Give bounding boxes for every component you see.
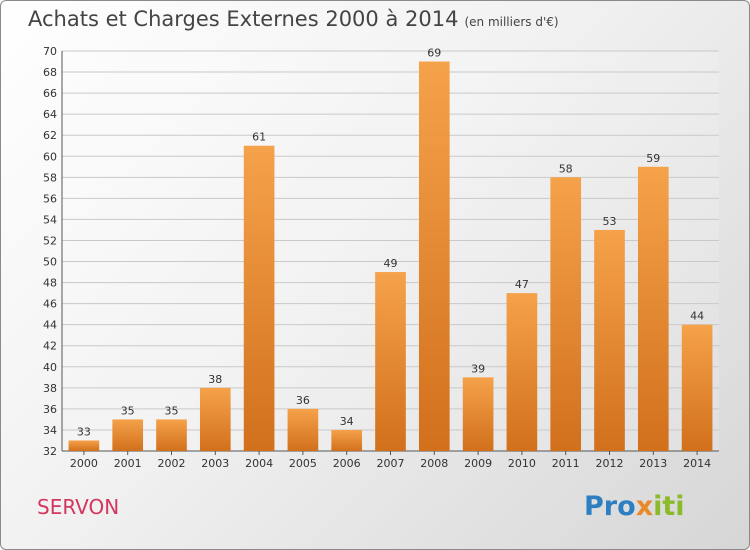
x-tick-label: 2006: [333, 457, 361, 470]
bar-value-label: 53: [603, 215, 617, 228]
bar: [112, 419, 144, 451]
bar-value-label: 47: [515, 278, 529, 291]
bar: [506, 293, 538, 451]
y-tick-label: 70: [43, 45, 57, 58]
bar-value-label: 34: [340, 415, 354, 428]
bar: [550, 177, 582, 451]
y-tick-label: 68: [43, 66, 57, 79]
x-tick-label: 2000: [70, 457, 98, 470]
bar: [594, 229, 625, 451]
x-tick-label: 2008: [420, 457, 448, 470]
y-tick-label: 64: [43, 108, 57, 121]
bar: [331, 429, 363, 451]
bar-value-label: 35: [121, 404, 135, 417]
y-tick-label: 42: [43, 340, 57, 353]
bar: [418, 61, 450, 452]
x-tick-label: 2011: [552, 457, 580, 470]
logo-letter: i: [653, 491, 663, 522]
bar-value-label: 69: [427, 47, 441, 60]
proxiti-logo: Proxiti: [584, 491, 685, 522]
bar-value-label: 33: [77, 425, 91, 438]
y-tick-label: 38: [43, 382, 57, 395]
bar-value-label: 61: [252, 131, 266, 144]
chart-title: Achats et Charges Externes 2000 à 2014 (e…: [28, 7, 559, 31]
y-tick-label: 34: [43, 424, 57, 437]
bar: [681, 324, 713, 451]
x-tick-label: 2002: [158, 457, 186, 470]
y-tick-label: 36: [43, 403, 57, 416]
bar: [199, 387, 231, 451]
bar: [156, 419, 187, 451]
logo-letter: i: [675, 491, 685, 522]
y-tick-label: 52: [43, 234, 57, 247]
y-tick-label: 50: [43, 256, 57, 269]
x-tick-label: 2014: [683, 457, 711, 470]
logo-letter: t: [662, 491, 676, 522]
y-tick-label: 40: [43, 361, 57, 374]
logo-letter: o: [617, 491, 636, 522]
bar-value-label: 38: [208, 373, 222, 386]
bar-value-label: 49: [384, 257, 398, 270]
city-name: SERVON: [37, 495, 120, 519]
y-tick-label: 54: [43, 213, 57, 226]
bar: [243, 145, 275, 451]
y-tick-label: 46: [43, 298, 57, 311]
chart-title-text: Achats et Charges Externes 2000 à 2014: [28, 7, 459, 31]
x-tick-label: 2007: [377, 457, 405, 470]
bar-value-label: 59: [646, 152, 660, 165]
y-tick-label: 66: [43, 87, 57, 100]
bar: [375, 272, 406, 451]
bar-value-label: 58: [559, 162, 573, 175]
x-tick-label: 2012: [596, 457, 624, 470]
y-tick-label: 48: [43, 277, 57, 290]
bar: [68, 440, 100, 451]
bar-value-label: 36: [296, 394, 310, 407]
x-tick-label: 2001: [114, 457, 142, 470]
logo-letter: P: [584, 491, 604, 522]
bar: [287, 408, 319, 451]
x-tick-label: 2010: [508, 457, 536, 470]
y-tick-label: 32: [43, 445, 57, 458]
bar: [462, 377, 494, 451]
logo-letter: r: [603, 491, 618, 522]
bar-value-label: 44: [690, 310, 704, 323]
x-tick-label: 2005: [289, 457, 317, 470]
y-tick-label: 44: [43, 319, 57, 332]
y-tick-label: 58: [43, 171, 57, 184]
x-tick-label: 2003: [201, 457, 229, 470]
x-tick-label: 2013: [639, 457, 667, 470]
bar: [637, 166, 669, 451]
y-tick-label: 56: [43, 192, 57, 205]
bar-value-label: 35: [165, 404, 179, 417]
logo-letter: x: [635, 491, 654, 522]
x-tick-label: 2009: [464, 457, 492, 470]
y-tick-label: 60: [43, 150, 57, 163]
y-tick-label: 62: [43, 129, 57, 142]
x-tick-label: 2004: [245, 457, 273, 470]
chart-unit: (en milliers d'€): [464, 15, 559, 29]
bar-value-label: 39: [471, 362, 485, 375]
